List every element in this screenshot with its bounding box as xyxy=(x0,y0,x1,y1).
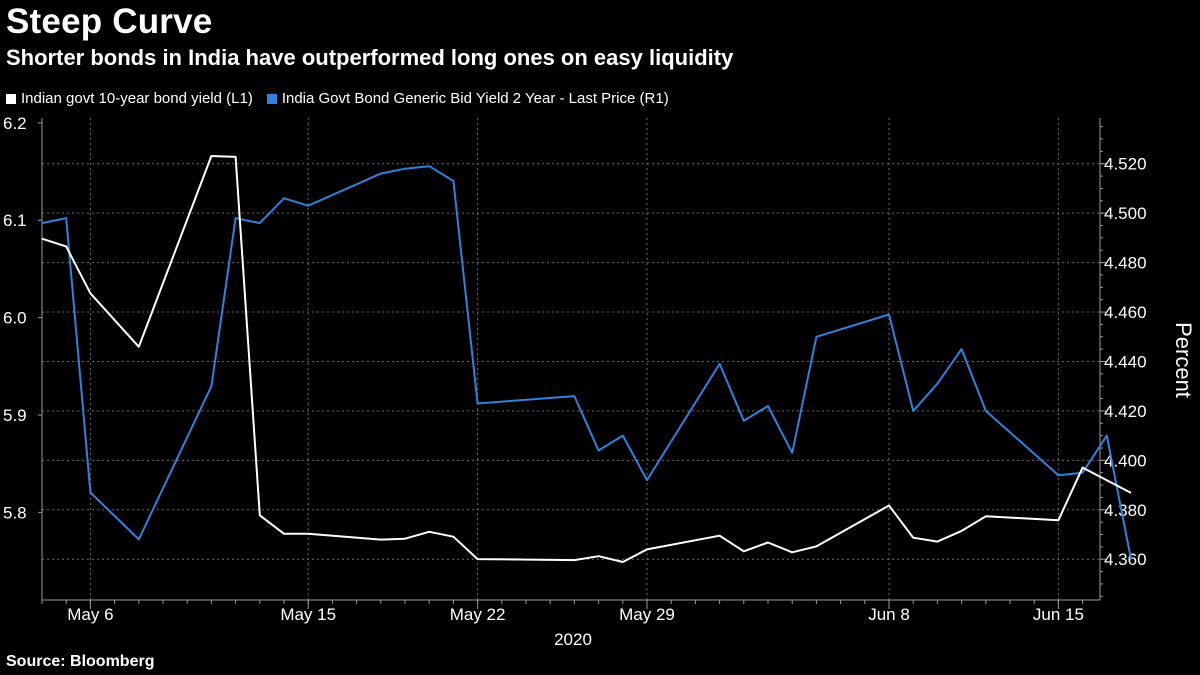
x-axis-year-label: 2020 xyxy=(554,630,592,649)
right-axis-tick-label: 4.400 xyxy=(1104,451,1147,470)
legend-item-10y: Indian govt 10-year bond yield (L1) xyxy=(6,90,253,107)
series-line-10y-yield xyxy=(41,155,1132,563)
x-axis-tick-label: Jun 8 xyxy=(868,605,910,624)
left-axis-tick-label: 6.2 xyxy=(3,114,27,133)
legend-swatch-10y xyxy=(6,93,16,104)
x-axis-tick-label: May 29 xyxy=(619,605,675,624)
legend: Indian govt 10-year bond yield (L1) Indi… xyxy=(6,90,683,107)
right-axis-tick-label: 4.460 xyxy=(1104,303,1147,322)
left-axis-tick-label: 6.0 xyxy=(3,309,27,328)
right-axis-tick-label: 4.360 xyxy=(1104,550,1147,569)
right-axis-tick-label: 4.520 xyxy=(1104,155,1147,174)
legend-label-2y: India Govt Bond Generic Bid Yield 2 Year… xyxy=(281,90,669,107)
legend-item-2y: India Govt Bond Generic Bid Yield 2 Year… xyxy=(266,90,669,107)
x-axis-tick-label: May 15 xyxy=(280,605,336,624)
source-note: Source: Bloomberg xyxy=(6,653,155,670)
left-axis-tick-label: 5.8 xyxy=(3,503,27,522)
right-axis-tick-label: 4.480 xyxy=(1104,254,1147,273)
legend-label-10y: Indian govt 10-year bond yield (L1) xyxy=(21,90,253,107)
right-axis-tick-label: 4.500 xyxy=(1104,204,1147,223)
right-axis-tick-label: 4.380 xyxy=(1104,501,1147,520)
legend-swatch-2y xyxy=(266,93,277,104)
x-axis-tick-label: May 6 xyxy=(67,605,113,624)
left-axis-tick-label: 6.1 xyxy=(3,211,27,230)
right-axis-title: Percent xyxy=(1171,322,1196,398)
x-axis-tick-label: May 22 xyxy=(450,605,506,624)
chart-subtitle: Shorter bonds in India have outperformed… xyxy=(6,45,734,70)
left-axis-tick-label: 5.9 xyxy=(3,406,27,425)
right-axis-tick-label: 4.420 xyxy=(1104,402,1147,421)
series-line-2y-yield xyxy=(41,165,1132,560)
x-axis-tick-label: Jun 15 xyxy=(1033,605,1084,624)
chart-title: Steep Curve xyxy=(6,2,213,41)
right-axis-tick-label: 4.440 xyxy=(1104,352,1147,371)
